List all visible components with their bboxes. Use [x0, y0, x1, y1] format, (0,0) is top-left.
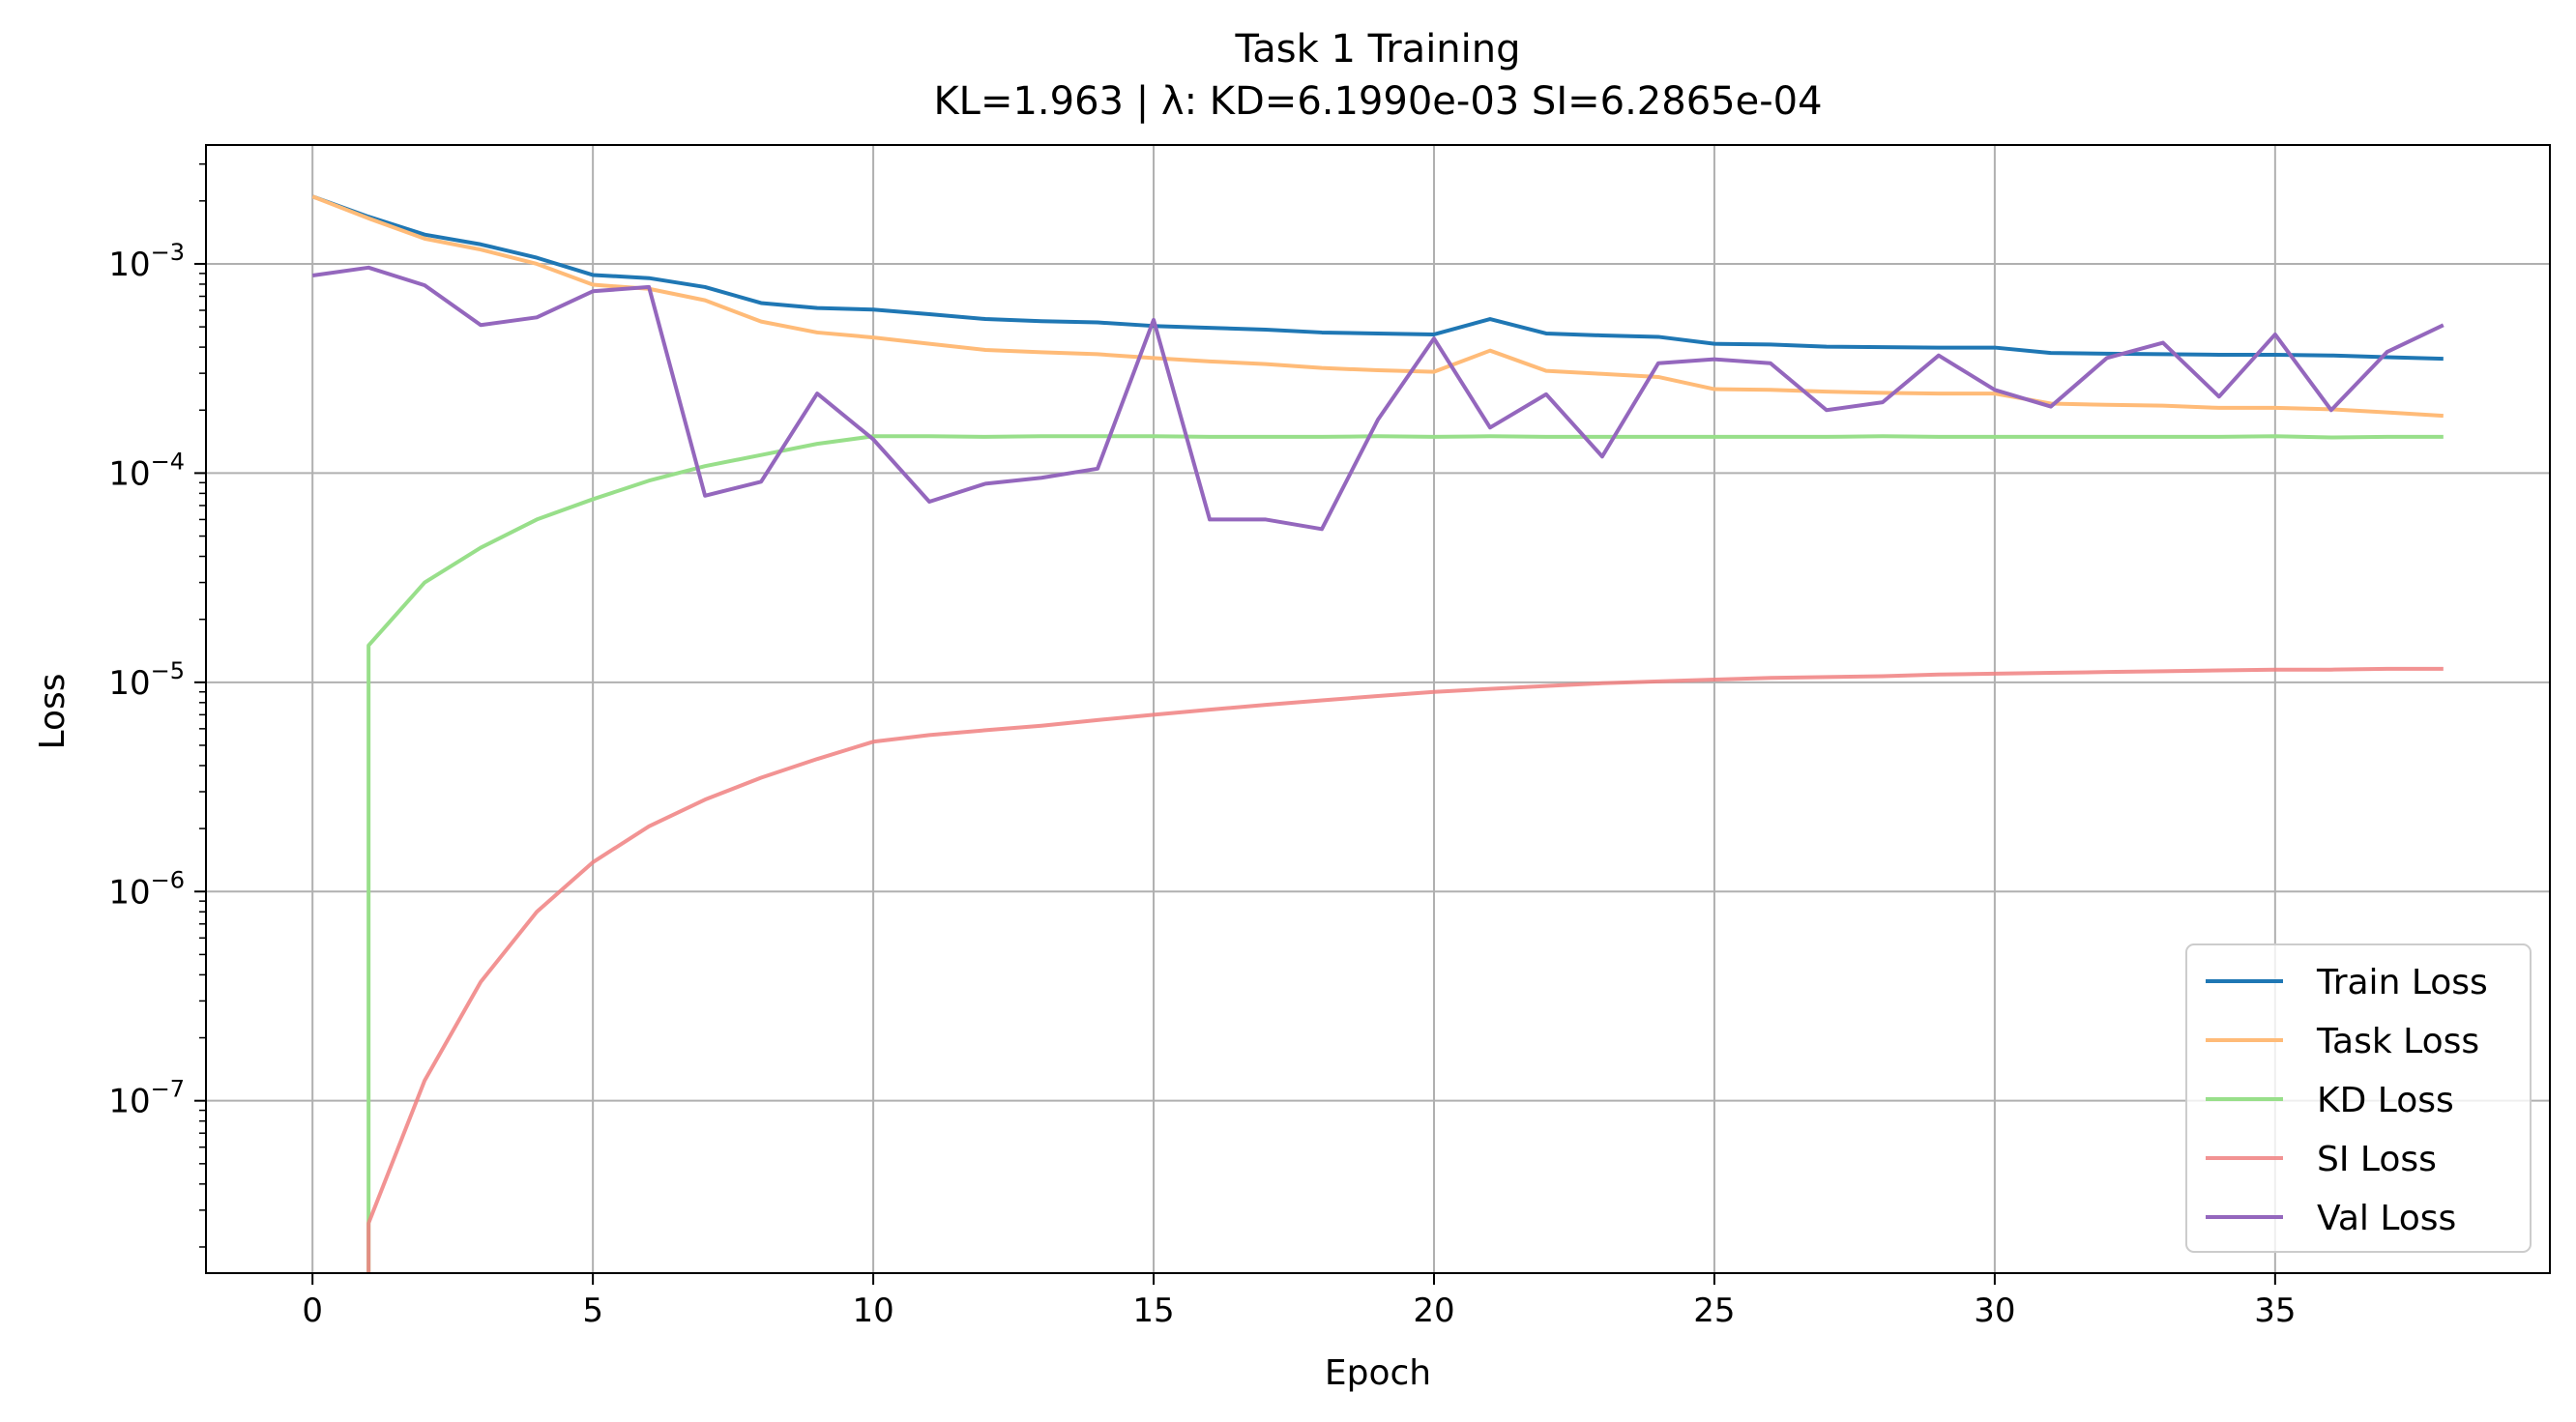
legend-label: KD Loss: [2317, 1081, 2454, 1120]
x-tick-label: 30: [1974, 1291, 2015, 1330]
x-axis-ticks: 0 5 10 15 20 25 30 35: [302, 1273, 2296, 1330]
series-line-train-loss: [311, 194, 2444, 362]
x-tick-label: 15: [1132, 1291, 1174, 1330]
x-tick-label: 35: [2254, 1291, 2296, 1330]
series-line-task-loss: [311, 194, 2444, 419]
y-tick-exponent: −5: [151, 657, 185, 684]
x-tick-label: 5: [582, 1291, 603, 1330]
legend-label: Val Loss: [2317, 1199, 2456, 1238]
y-axis-ticks: 10−310−410−510−610−7: [108, 162, 206, 1248]
x-tick-label: 10: [852, 1291, 893, 1330]
y-tick-label: 10−5: [108, 657, 185, 703]
y-tick-exponent: −7: [151, 1076, 185, 1103]
series-line-val-loss: [311, 265, 2444, 532]
legend-label: SI Loss: [2317, 1140, 2437, 1179]
x-tick-label: 25: [1693, 1291, 1735, 1330]
legend-label: Train Loss: [2316, 963, 2488, 1002]
x-tick-label: 0: [302, 1291, 323, 1330]
x-tick-label: 20: [1413, 1291, 1454, 1330]
x-axis-label: Epoch: [1325, 1353, 1431, 1393]
y-axis-label: Loss: [33, 674, 73, 750]
legend-label: Task Loss: [2316, 1022, 2479, 1061]
y-tick-base: 10: [108, 246, 150, 284]
y-tick-exponent: −6: [151, 866, 185, 893]
y-tick-base: 10: [108, 664, 150, 703]
y-tick-label: 10−3: [108, 239, 185, 284]
legend: Train Loss Task Loss KD Loss SI Loss Val Los…: [2185, 943, 2532, 1253]
legend-box: [2185, 943, 2532, 1253]
series-line-kd-loss: [366, 434, 2444, 1273]
y-tick-label: 10−6: [108, 866, 185, 912]
series-lines: [311, 194, 2444, 1273]
plot-frame: [205, 144, 2551, 1274]
chart-subtitle: KL=1.963 | λ: KD=6.1990e-03 SI=6.2865e-0…: [933, 79, 1822, 124]
y-tick-label: 10−7: [108, 1076, 185, 1121]
y-tick-label: 10−4: [108, 448, 185, 493]
y-tick-base: 10: [108, 873, 150, 912]
y-tick-exponent: −3: [151, 239, 185, 266]
series-line-si-loss: [366, 666, 2444, 1273]
chart-title: Task 1 Training: [1234, 27, 1520, 72]
y-tick-base: 10: [108, 1083, 150, 1121]
y-tick-base: 10: [108, 454, 150, 493]
y-tick-exponent: −4: [151, 448, 185, 475]
